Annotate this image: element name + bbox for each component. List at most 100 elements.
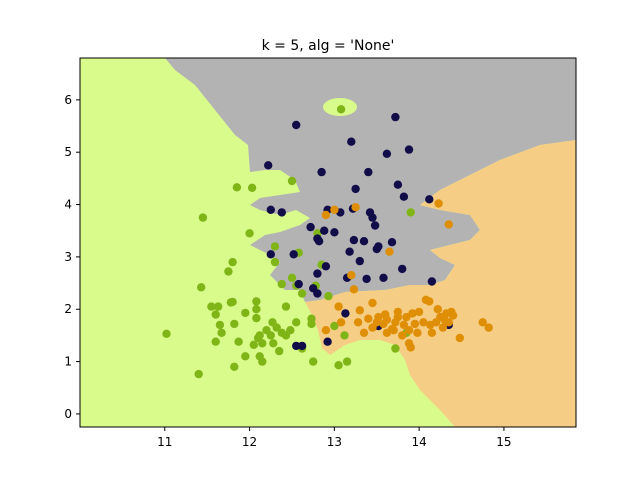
data-point-series-0-2 <box>198 213 208 222</box>
data-point-series-2-46 <box>434 199 443 208</box>
data-point-series-1-43 <box>399 192 409 201</box>
data-point-series-0-0 <box>162 329 171 338</box>
data-point-series-2-6 <box>351 203 360 212</box>
data-point-series-1-15 <box>320 226 329 235</box>
data-point-series-0-19 <box>241 352 250 361</box>
data-point-series-2-43 <box>444 318 453 327</box>
data-point-series-0-1 <box>194 369 203 379</box>
data-point-series-2-1 <box>321 326 331 335</box>
data-point-series-1-18 <box>330 228 339 237</box>
data-point-series-2-34 <box>425 297 434 306</box>
data-point-series-0-26 <box>252 313 261 323</box>
data-point-series-0-35 <box>270 242 280 251</box>
data-point-series-0-40 <box>277 279 286 289</box>
plot-frame <box>79 57 577 428</box>
data-point-series-2-51 <box>368 298 377 308</box>
data-point-series-1-38 <box>382 149 392 158</box>
data-point-series-0-45 <box>287 273 297 282</box>
data-point-series-2-36 <box>427 328 437 337</box>
data-point-series-2-38 <box>433 305 442 314</box>
data-point-series-0-6 <box>211 337 220 346</box>
data-point-series-0-65 <box>324 291 333 301</box>
data-point-series-1-10 <box>313 269 322 278</box>
data-point-series-0-27 <box>255 331 264 340</box>
data-point-series-0-15 <box>228 257 237 267</box>
data-point-series-2-8 <box>355 306 364 315</box>
data-point-series-0-61 <box>406 208 415 217</box>
data-point-series-0-56 <box>334 361 343 370</box>
x-tick-label-4: 15 <box>496 435 511 449</box>
data-point-series-2-3 <box>334 302 343 311</box>
data-point-series-1-39 <box>387 238 397 247</box>
x-tick-label-3: 14 <box>412 435 427 449</box>
data-point-series-0-7 <box>214 302 223 311</box>
y-tick-label-2: 2 <box>64 302 72 316</box>
data-point-series-2-9 <box>359 328 369 337</box>
data-point-series-0-22 <box>249 340 258 349</box>
x-tick-label-2: 13 <box>327 435 342 449</box>
data-point-series-0-37 <box>272 323 281 332</box>
data-point-series-1-35 <box>374 242 383 251</box>
data-point-series-0-41 <box>281 302 291 311</box>
data-point-series-0-5 <box>211 310 220 319</box>
data-point-series-0-12 <box>228 297 237 307</box>
data-point-series-0-50 <box>307 319 316 329</box>
data-point-series-1-0 <box>264 161 273 170</box>
data-point-series-2-31 <box>414 307 424 317</box>
data-point-series-1-32 <box>368 213 377 222</box>
data-point-series-1-44 <box>404 145 414 154</box>
data-point-series-2-4 <box>336 318 346 327</box>
data-point-series-1-33 <box>370 221 380 230</box>
data-point-series-0-24 <box>252 305 261 314</box>
data-point-series-1-3 <box>277 208 286 217</box>
x-axis: 11 12 13 14 15 <box>157 427 512 449</box>
data-point-series-0-43 <box>286 326 295 335</box>
data-point-series-2-24 <box>399 320 409 330</box>
data-point-series-2-5 <box>347 271 356 280</box>
data-point-series-0-57 <box>336 105 346 114</box>
data-point-series-0-16 <box>232 183 242 192</box>
y-tick-label-4: 4 <box>64 198 72 212</box>
data-point-series-0-29 <box>258 339 267 348</box>
data-point-series-2-13 <box>374 312 383 322</box>
data-point-series-1-14 <box>317 167 326 177</box>
data-point-series-1-46 <box>427 277 437 286</box>
data-point-series-0-34 <box>269 339 278 348</box>
data-point-series-2-48 <box>478 318 487 327</box>
data-point-series-2-54 <box>448 311 458 320</box>
data-point-series-2-40 <box>438 323 448 332</box>
data-point-series-1-26 <box>351 184 360 194</box>
x-tick-label-1: 12 <box>242 435 257 449</box>
data-point-series-0-3 <box>197 283 206 292</box>
data-point-series-0-8 <box>215 320 225 330</box>
data-point-series-2-10 <box>364 314 373 323</box>
data-point-series-2-19 <box>389 326 398 335</box>
data-point-series-0-30 <box>258 357 267 366</box>
data-point-series-2-49 <box>484 323 493 332</box>
data-point-series-0-46 <box>292 318 301 327</box>
y-tick-label-1: 1 <box>64 355 72 369</box>
data-point-series-0-9 <box>217 328 226 337</box>
data-point-series-2-53 <box>406 343 415 352</box>
data-point-series-0-58 <box>340 331 349 340</box>
data-point-series-1-5 <box>292 120 301 130</box>
data-point-series-0-17 <box>234 337 243 346</box>
data-point-series-1-20 <box>341 309 350 318</box>
data-point-series-2-2 <box>330 205 339 214</box>
data-point-series-2-29 <box>410 319 420 329</box>
data-point-series-1-1 <box>266 250 275 259</box>
y-tick-label-0: 0 <box>64 407 72 421</box>
data-point-series-0-18 <box>241 308 250 318</box>
data-point-series-0-20 <box>245 229 254 238</box>
y-tick-label-3: 3 <box>64 250 72 264</box>
data-point-series-1-16 <box>321 262 331 271</box>
data-point-series-1-7 <box>297 341 307 351</box>
data-point-series-1-25 <box>349 235 359 245</box>
data-point-series-1-27 <box>355 256 364 266</box>
data-point-series-1-28 <box>359 237 369 246</box>
data-point-series-2-0 <box>321 210 331 220</box>
data-point-series-0-36 <box>270 257 280 267</box>
data-point-series-1-4 <box>289 250 298 259</box>
data-point-series-2-22 <box>393 307 403 317</box>
